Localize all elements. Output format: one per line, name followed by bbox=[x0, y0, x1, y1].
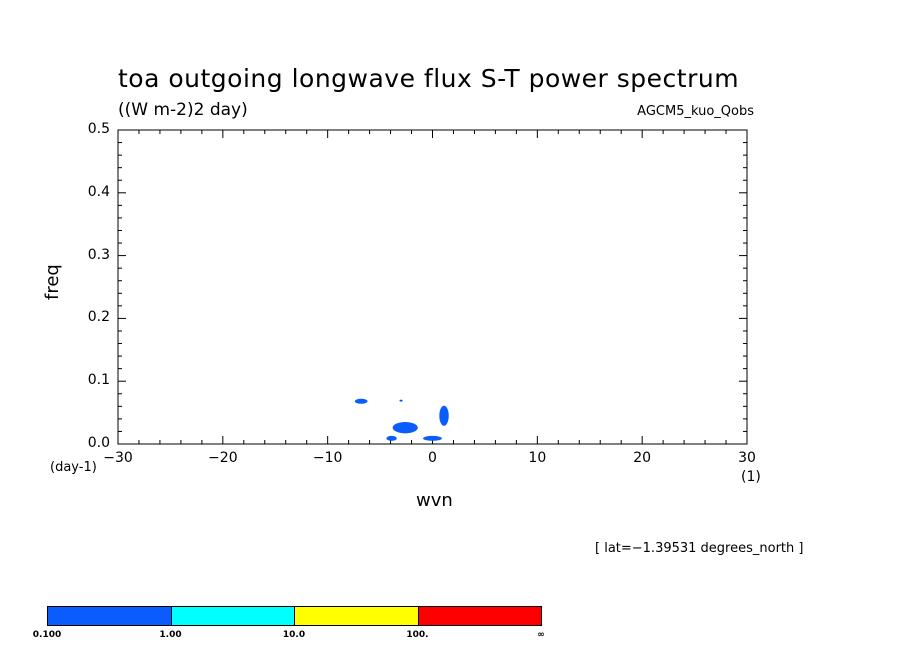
colorbar-segment bbox=[417, 606, 542, 626]
x-tick-label: 20 bbox=[633, 450, 652, 466]
x-tick-label: −30 bbox=[103, 450, 133, 466]
x-tick-label: 0 bbox=[428, 450, 437, 466]
colorbar-level-label: 0.100 bbox=[32, 630, 62, 640]
colorbar-level-label: ∞ bbox=[537, 630, 545, 640]
colorbar-segment bbox=[170, 606, 295, 626]
latitude-annotation: [ lat=−1.39531 degrees_north ] bbox=[595, 541, 804, 556]
contour-regions bbox=[354, 398, 449, 441]
colorbar-segment bbox=[294, 606, 419, 626]
colorbar-level-label: 10.0 bbox=[282, 630, 306, 640]
y-tick-label: 0.5 bbox=[87, 121, 110, 137]
colorbar-level-label: 1.00 bbox=[159, 630, 182, 640]
y-axis-label: freq bbox=[42, 264, 63, 300]
axis-ticks bbox=[117, 129, 748, 445]
x-tick-label: −10 bbox=[312, 450, 343, 466]
x-tick-label: −20 bbox=[208, 450, 238, 466]
y-unit-label: (day-1) bbox=[50, 460, 97, 475]
contour-region bbox=[386, 435, 397, 441]
dataset-label: AGCM5_kuo_Qobs bbox=[637, 104, 754, 119]
chart-title: toa outgoing longwave flux S-T power spe… bbox=[118, 64, 740, 93]
colorbar-segment bbox=[47, 606, 172, 626]
contour-region bbox=[392, 422, 418, 434]
y-tick-label: 0.3 bbox=[87, 246, 110, 263]
colorbar-level-label: 100. bbox=[406, 630, 429, 640]
contour-region bbox=[423, 435, 442, 441]
x-tick-label: 30 bbox=[738, 450, 756, 466]
plot-frame bbox=[117, 129, 748, 445]
y-tick-label: 0.2 bbox=[87, 309, 110, 326]
y-tick-label: 0.4 bbox=[87, 183, 110, 200]
contour-region bbox=[399, 399, 403, 402]
y-tick-label: 0.0 bbox=[87, 435, 110, 451]
chart-subtitle: ((W m-2)2 day) bbox=[118, 100, 248, 120]
y-tick-label: 0.1 bbox=[87, 372, 110, 389]
x-axis-label: wvn bbox=[416, 490, 453, 511]
contour-region bbox=[354, 398, 368, 404]
x-unit-label: (1) bbox=[741, 469, 761, 485]
x-tick-label: 10 bbox=[528, 450, 547, 466]
contour-region bbox=[439, 405, 449, 426]
